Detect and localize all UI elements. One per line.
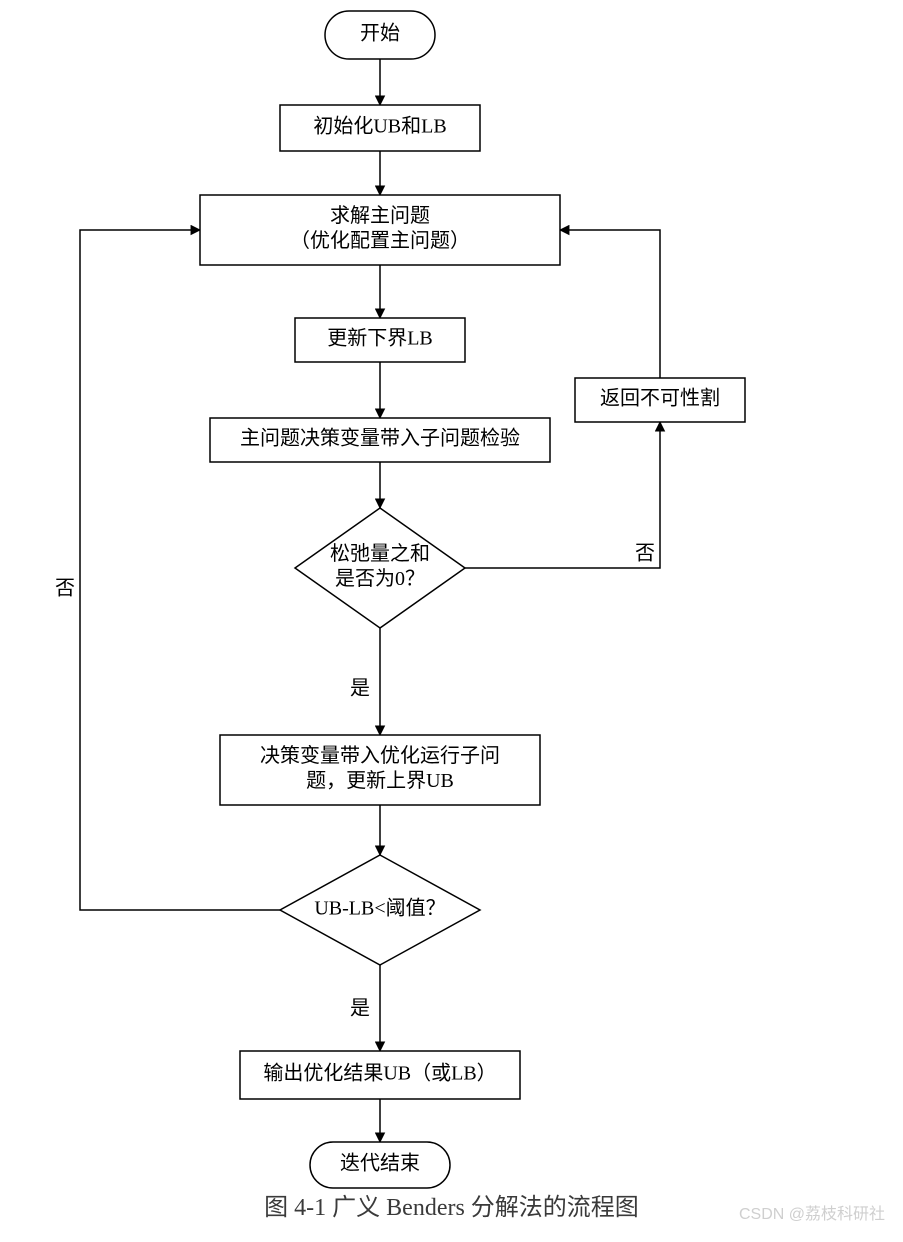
svg-text:松弛量之和: 松弛量之和 [330, 542, 430, 565]
svg-text:是否为0？: 是否为0？ [335, 567, 425, 590]
node-slack: 松弛量之和是否为0？ [295, 508, 465, 628]
node-thresh: UB-LB<阈值？ [280, 855, 480, 965]
node-check: 主问题决策变量带入子问题检验 [210, 418, 550, 462]
svg-text:是: 是 [350, 678, 370, 700]
svg-text:输出优化结果UB（或LB）: 输出优化结果UB（或LB） [263, 1062, 496, 1085]
node-updLB: 更新下界LB [295, 318, 465, 362]
svg-text:决策变量带入优化运行子问: 决策变量带入优化运行子问 [260, 744, 500, 767]
svg-text:初始化UB和LB: 初始化UB和LB [313, 115, 446, 138]
svg-text:开始: 开始 [360, 22, 400, 45]
svg-text:是: 是 [350, 998, 370, 1020]
node-main: 求解主问题（优化配置主问题） [200, 195, 560, 265]
flowchart-svg: 是是否否开始初始化UB和LB求解主问题（优化配置主问题）更新下界LB主问题决策变… [0, 0, 903, 1200]
svg-text:返回不可性割: 返回不可性割 [600, 387, 720, 410]
svg-text:题，更新上界UB: 题，更新上界UB [306, 769, 454, 792]
svg-text:求解主问题: 求解主问题 [330, 204, 430, 227]
svg-text:否: 否 [635, 543, 655, 565]
node-init: 初始化UB和LB [280, 105, 480, 151]
svg-text:迭代结束: 迭代结束 [340, 1152, 420, 1175]
node-output: 输出优化结果UB（或LB） [240, 1051, 520, 1099]
svg-text:更新下界LB: 更新下界LB [327, 327, 433, 350]
svg-text:否: 否 [55, 578, 75, 600]
svg-text:主问题决策变量带入子问题检验: 主问题决策变量带入子问题检验 [240, 427, 520, 450]
svg-text:（优化配置主问题）: （优化配置主问题） [290, 229, 470, 252]
node-end: 迭代结束 [310, 1142, 450, 1188]
watermark-text: CSDN @荔枝科研社 [739, 1200, 885, 1224]
node-updUB: 决策变量带入优化运行子问题，更新上界UB [220, 735, 540, 805]
node-start: 开始 [325, 11, 435, 59]
node-infcut: 返回不可性割 [575, 378, 745, 422]
svg-text:UB-LB<阈值？: UB-LB<阈值？ [314, 897, 445, 920]
